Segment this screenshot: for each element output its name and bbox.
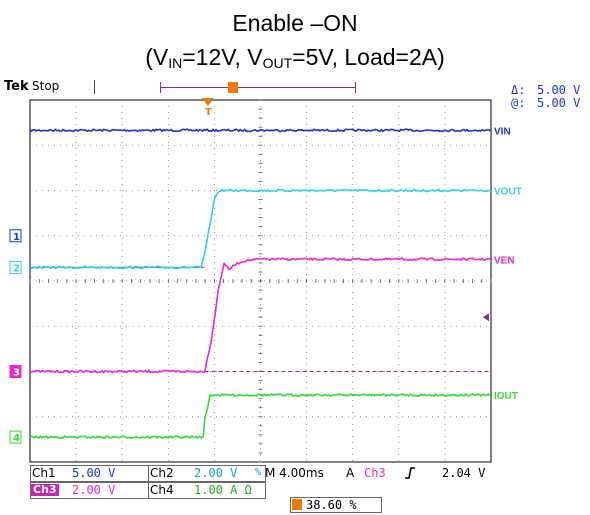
trace-label-vout: VOUT (494, 187, 522, 198)
cursor-delta-value: 5.00 V (537, 83, 581, 97)
trigger-position-icon (228, 82, 238, 93)
rising-edge-icon (405, 467, 415, 479)
ch2-bw-suffix: % (255, 467, 262, 478)
graticule (29, 99, 492, 463)
ch4-readout-box (148, 482, 266, 499)
ground-marker-label-3: 3 (13, 368, 20, 379)
waveform-traces (29, 128, 492, 439)
trigger-level-arrow (483, 313, 489, 322)
ch4-scale: 1.00 A Ω (194, 483, 252, 497)
trace-vout (29, 188, 492, 270)
subtitle-mid2: =5V, Load=2A) (292, 44, 445, 70)
trigger-position: 38.60 % (306, 498, 357, 512)
trigger-source: Ch3 (364, 466, 386, 480)
ground-marker-label-2: 2 (13, 263, 20, 274)
ground-marker-box-4 (9, 430, 22, 444)
trace-vin (29, 128, 492, 133)
trigger-mode: A (346, 466, 355, 480)
ch4-tag: Ch4 (150, 483, 174, 497)
ground-marker-box-2 (9, 260, 22, 274)
subtitle-open: (V (145, 44, 169, 70)
oscilloscope-plot: 1 2 3 4 T VIN VOUT VEN IOUT (9, 98, 522, 463)
trace-label-vin: VIN (494, 126, 511, 137)
trace-labels: VIN VOUT VEN IOUT (494, 126, 522, 402)
trigger-position-icon-small (292, 499, 302, 510)
record-position-bar (160, 82, 356, 94)
ch3-tag: Ch3 (31, 483, 59, 496)
ground-markers: 1 2 3 4 (9, 229, 22, 444)
ch1-scale: 5.00 V (72, 466, 116, 480)
brand-logo: Tek (4, 79, 29, 94)
ground-marker-label-4: 4 (13, 433, 20, 444)
subtitle-vin-sub: IN (168, 55, 183, 71)
status-divider (94, 80, 95, 94)
cursor-delta-label: Δ: (511, 83, 526, 97)
trace-iout (29, 393, 492, 439)
subtitle-vout-sub: OUT (262, 55, 293, 71)
ground-marker-box-1 (9, 229, 22, 243)
trigger-level: 2.04 V (442, 466, 486, 480)
ch2-scale: 2.00 V (194, 466, 238, 480)
trigger-markers: T (201, 98, 489, 322)
ground-marker-box-3 (9, 365, 22, 378)
cursor-at-value: 5.00 V (537, 96, 581, 110)
trigger-marker: T (205, 107, 212, 118)
ch2-tag: Ch2 (150, 466, 174, 480)
trace-label-ven: VEN (494, 255, 515, 266)
ch3-scale: 2.00 V (72, 483, 116, 497)
chart-title: Enable –ON (232, 10, 358, 36)
acquisition-status: Stop (32, 79, 60, 93)
cursor-at-label: @: (511, 96, 526, 110)
ch2-readout-box (148, 465, 266, 482)
trigger-position-box (290, 497, 382, 513)
trace-ven (29, 257, 492, 374)
trace-label-iout: IOUT (494, 391, 518, 402)
trigger-position-arrow (201, 98, 214, 106)
ch1-tag: Ch1 (32, 466, 56, 480)
subtitle-mid1: =12V, V (182, 44, 263, 70)
chart-subtitle: (VIN=12V, VOUT=5V, Load=2A) (0, 44, 590, 76)
timebase: M 4.00ms (265, 466, 324, 480)
ground-marker-label-1: 1 (13, 232, 20, 243)
